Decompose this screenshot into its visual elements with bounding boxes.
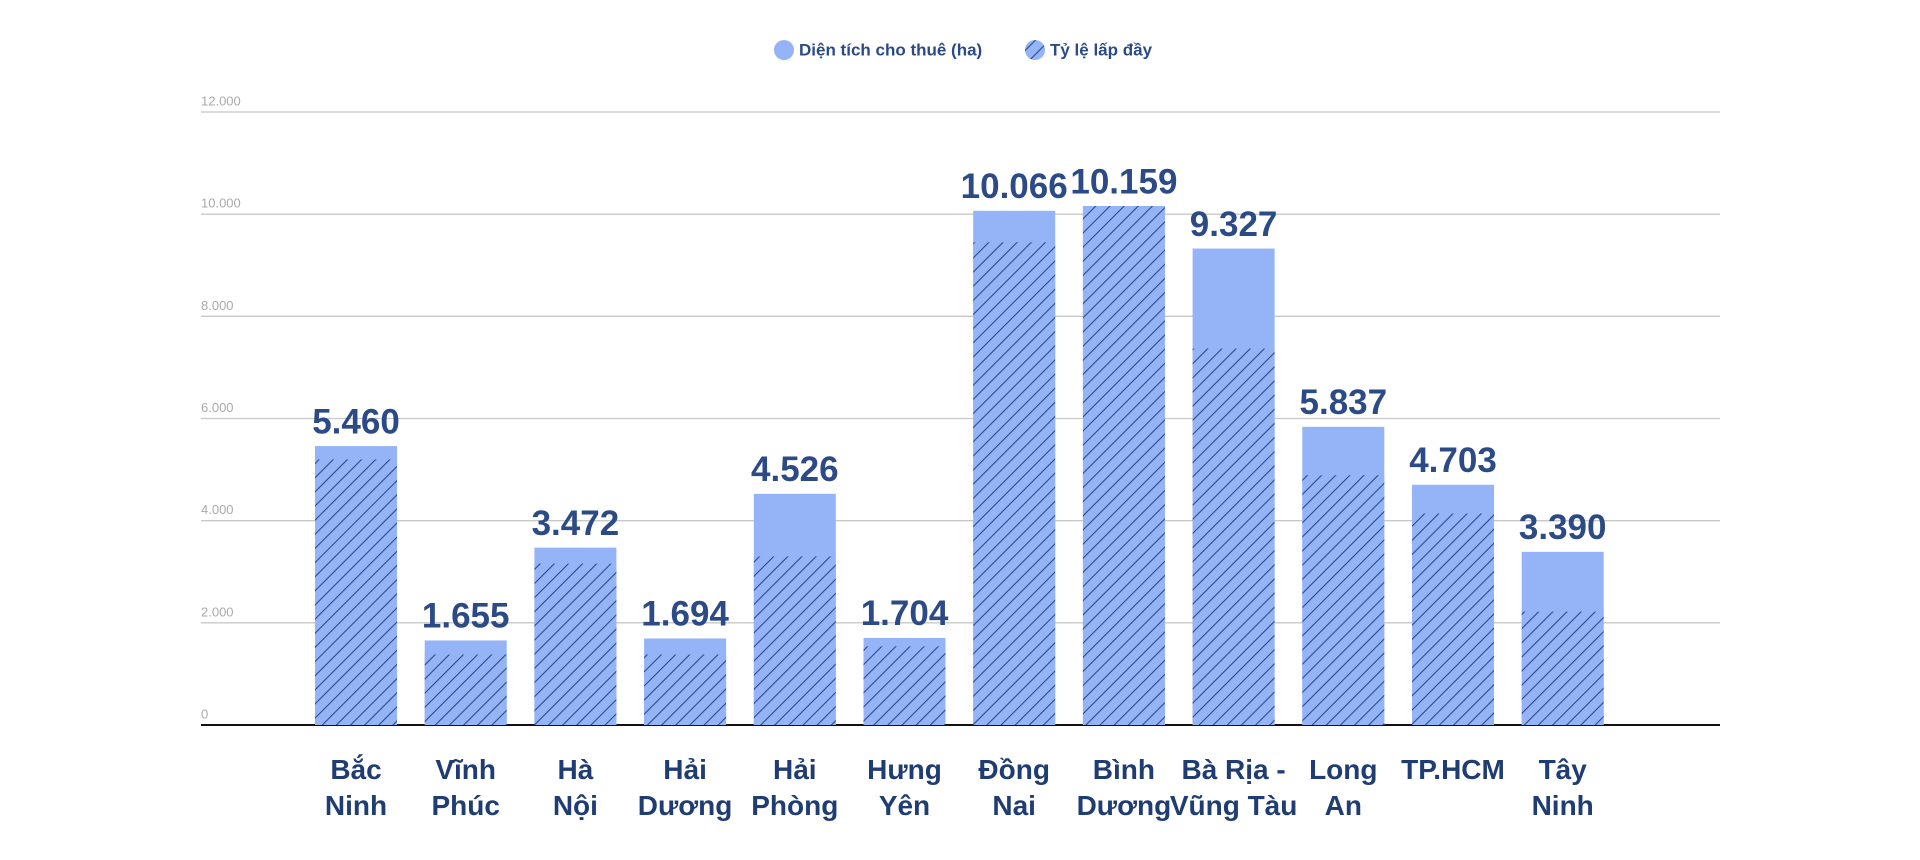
y-tick-label: 8.000 — [201, 298, 234, 313]
value-label: 5.837 — [1300, 383, 1388, 422]
value-label: 1.694 — [641, 595, 729, 634]
bar-hatched — [973, 242, 1056, 725]
value-label: 5.460 — [312, 402, 400, 441]
bar-hatched — [1082, 206, 1165, 725]
bar-hatched — [644, 654, 727, 725]
x-tick-label: Tây Ninh — [1531, 754, 1594, 821]
x-tick-label: Hải Dương — [637, 754, 733, 821]
y-tick-label: 10.000 — [201, 196, 241, 211]
bar-hatched — [534, 563, 617, 725]
value-label: 10.066 — [961, 167, 1068, 206]
value-label: 1.704 — [861, 594, 949, 633]
y-tick-label: 12.000 — [201, 93, 241, 108]
legend-swatch — [774, 40, 794, 60]
y-tick-label: 4.000 — [201, 502, 234, 517]
x-tick-label: Bà Rịa - Vũng Tàu — [1169, 754, 1298, 821]
bar-hatched — [424, 654, 507, 725]
bar-hatched — [1192, 348, 1275, 725]
x-tick-label: Long An — [1309, 754, 1378, 821]
bar-hatched — [1412, 513, 1494, 725]
x-tick-label: Hải Phòng — [751, 754, 839, 821]
x-tick-label: Bình Dương — [1076, 754, 1172, 821]
bar-hatched — [753, 556, 836, 725]
value-label: 3.472 — [532, 504, 620, 543]
value-label: 9.327 — [1190, 205, 1278, 244]
legend-label: Diện tích cho thuê (ha) — [799, 40, 982, 59]
x-tick-label: TP.HCM — [1401, 754, 1505, 785]
bar-hatched — [1521, 611, 1604, 725]
value-label: 1.655 — [422, 597, 510, 636]
value-label: 4.526 — [751, 450, 839, 489]
value-label: 10.159 — [1070, 162, 1177, 201]
legend-label: Tỷ lệ lấp đầy — [1050, 40, 1153, 59]
y-tick-label: 2.000 — [201, 604, 234, 619]
x-tick-label: Bắc Ninh — [324, 754, 388, 821]
y-tick-label: 0 — [201, 706, 208, 721]
x-tick-label: Hưng Yên — [867, 754, 942, 821]
value-label: 4.703 — [1409, 441, 1497, 480]
x-tick-label: Đồng Nai — [978, 754, 1050, 821]
bar-hatched — [1302, 475, 1385, 725]
x-tick-label: Hà Nội — [552, 754, 598, 821]
bar-hatched — [315, 459, 397, 725]
y-tick-label: 6.000 — [201, 400, 234, 415]
legend-swatch — [1025, 40, 1045, 60]
bar-hatched — [863, 646, 946, 725]
value-label: 3.390 — [1519, 508, 1607, 547]
x-tick-label: Vĩnh Phúc — [431, 754, 500, 821]
